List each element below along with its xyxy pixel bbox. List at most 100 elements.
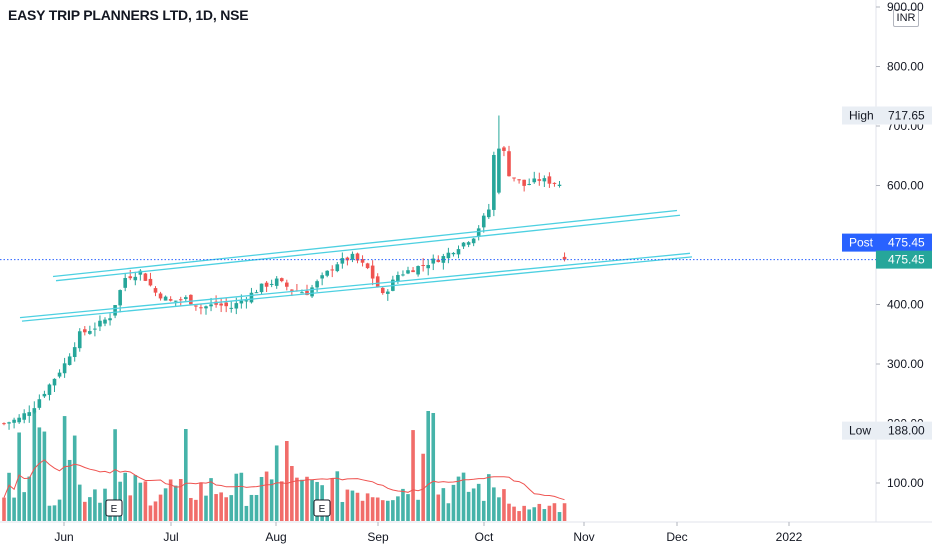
candle-body [67, 356, 72, 365]
high-tag-label: High [849, 108, 874, 122]
candle-body [487, 209, 491, 218]
candle-body [168, 299, 173, 301]
candle-body [128, 276, 133, 279]
volume-bar [72, 435, 77, 521]
candle-body [219, 303, 223, 306]
candle-layer [2, 115, 567, 430]
volume-bar [300, 479, 304, 521]
y-tick-label: 900.00 [887, 0, 924, 14]
x-tick-label: 2022 [776, 530, 803, 544]
candle-body [396, 274, 400, 282]
candle-body [542, 178, 547, 182]
volume-bar [239, 472, 244, 521]
candle-body [522, 179, 526, 186]
candle-body [123, 278, 127, 288]
candle-body [476, 228, 481, 237]
candle-body [77, 331, 82, 349]
volume-bar [168, 479, 173, 521]
candle-body [416, 266, 420, 275]
candle-body [547, 176, 552, 184]
candle-body [279, 278, 284, 282]
volume-bar [547, 505, 552, 521]
candle-body [365, 263, 370, 269]
candle-body [481, 215, 486, 228]
volume-bar [380, 500, 385, 521]
earnings-marker-label: E [319, 504, 326, 515]
currency-badge[interactable]: INR [893, 9, 919, 27]
candle-body [497, 148, 501, 193]
candle-body [451, 252, 456, 255]
candle-body [431, 258, 436, 264]
volume-bar [93, 489, 97, 521]
candle-body [355, 253, 360, 261]
volume-bar [214, 494, 218, 521]
candle-body [249, 292, 254, 303]
post-box [876, 233, 932, 252]
volume-bar [62, 416, 67, 521]
volume-bar [456, 476, 461, 521]
volume-bar [345, 489, 350, 521]
volume-bar [42, 431, 47, 521]
candle-body [194, 305, 198, 307]
x-tick-label: Aug [265, 530, 286, 544]
low-tag [842, 421, 876, 440]
volume-bar [189, 497, 193, 521]
volume-moving-average-line [3, 459, 565, 501]
candle-body [421, 265, 425, 267]
volume-bar [391, 500, 395, 521]
candle-body [335, 264, 340, 272]
volume-bar [466, 491, 471, 521]
candle-body [380, 287, 385, 294]
candle-body [370, 265, 375, 279]
volume-bar [446, 503, 451, 521]
volume-bar [386, 500, 390, 521]
upper-channel-line-b [55, 214, 681, 282]
candle-body [143, 273, 148, 281]
candle-body [214, 301, 218, 305]
candle-body [461, 242, 466, 247]
candle-body [456, 249, 461, 255]
volume-bar [401, 488, 405, 521]
y-tick-label: 400.00 [887, 298, 924, 312]
volume-bar [153, 501, 158, 521]
candle-body [229, 307, 234, 309]
candle-body [259, 283, 264, 293]
candle-body [163, 296, 168, 301]
volume-bar [557, 512, 562, 521]
volume-bar [158, 494, 163, 521]
candle-body [562, 256, 567, 260]
volume-bar [7, 472, 11, 521]
volume-bar [492, 487, 496, 521]
candle-body [62, 363, 67, 374]
volume-bar [148, 505, 153, 521]
volume-bar [88, 497, 92, 521]
candle-body [264, 282, 269, 287]
candle-body [360, 259, 365, 263]
earnings-marker-label: E [111, 504, 118, 515]
candle-body [224, 302, 228, 307]
high-value: 717.65 [888, 108, 925, 122]
volume-bar [330, 478, 335, 521]
candle-body [88, 331, 92, 334]
candle-body [375, 276, 380, 287]
volume-bar [269, 479, 274, 521]
volume-bar [426, 411, 430, 521]
candle-body [320, 275, 324, 279]
y-tick-label: 100.00 [887, 476, 924, 490]
candle-body [148, 278, 153, 286]
volume-bar [259, 476, 264, 521]
volume-bar [184, 429, 188, 521]
candle-body [274, 278, 279, 286]
lower-channel-line-a [19, 252, 691, 319]
candle-body [12, 419, 16, 423]
candle-body [2, 423, 6, 425]
volume-bar [37, 427, 42, 521]
high-box [876, 106, 932, 125]
candle-body [184, 297, 188, 300]
volume-bar [244, 505, 249, 521]
x-tick-label: Oct [475, 530, 494, 544]
volume-bar [254, 494, 259, 521]
x-tick-label: Jun [54, 530, 73, 544]
candle-body [507, 151, 511, 177]
